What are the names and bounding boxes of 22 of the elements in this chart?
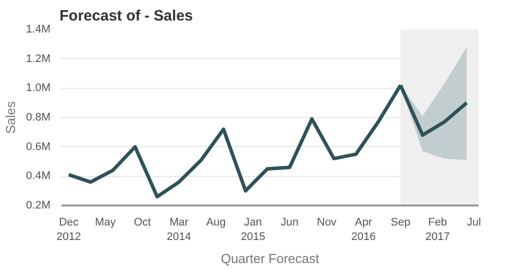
y-tick-label: 0.4M	[26, 170, 51, 182]
x-tick-label: Apr 2016	[351, 216, 376, 243]
y-tick-label: 0.8M	[26, 112, 51, 124]
x-tick-label: Mar 2014	[166, 216, 192, 243]
x-tick-label: Sep	[390, 216, 410, 228]
x-tick-label: Jul	[466, 216, 481, 228]
x-tick-label: Jan 2015	[240, 216, 266, 243]
x-tick-label: Dec 2012	[56, 216, 82, 243]
y-axis-title: Sales	[3, 100, 18, 134]
y-tick-label: 0.6M	[26, 140, 51, 153]
chart-title: Forecast of - Sales	[60, 8, 193, 24]
y-tick-label: 1.2M	[26, 52, 51, 65]
y-tick-label: 1.0M	[26, 82, 51, 94]
x-tick-label: Nov	[316, 216, 337, 228]
x-tick-label: Feb 2017	[425, 216, 450, 243]
x-tick-label: Aug	[206, 216, 226, 228]
y-tick-label: 1.4M	[26, 24, 51, 36]
x-axis-title: Quarter Forecast	[220, 250, 320, 266]
x-tick-label: May	[94, 216, 116, 228]
y-tick-label: 0.2M	[26, 200, 51, 212]
x-tick-label: Oct	[134, 216, 151, 228]
x-tick-label: Jun	[280, 216, 298, 228]
